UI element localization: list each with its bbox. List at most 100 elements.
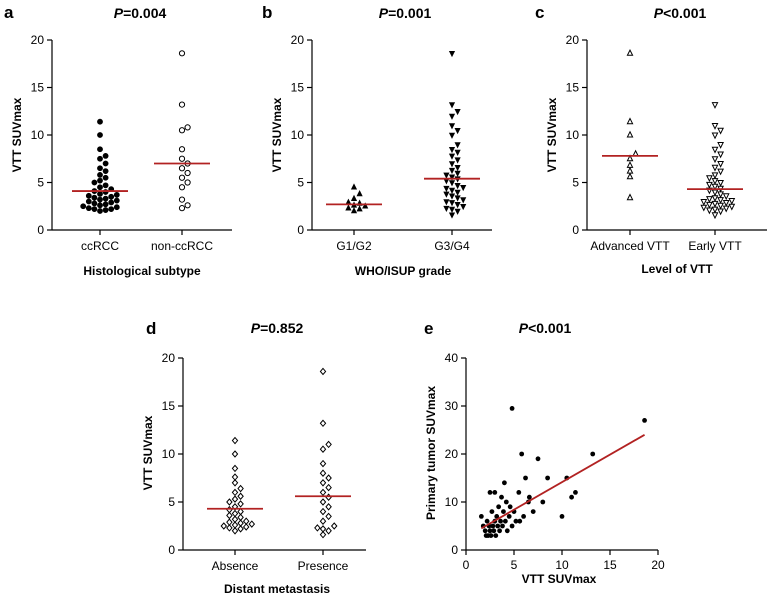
data-point — [500, 523, 505, 529]
chart-title: P<0.001 — [654, 5, 707, 21]
data-point — [509, 523, 515, 529]
data-point — [526, 494, 532, 500]
data-point — [448, 212, 456, 219]
data-point — [448, 161, 456, 168]
data-point — [530, 509, 536, 514]
chart-title: P=0.852 — [251, 320, 304, 336]
panel-label: d — [146, 319, 156, 338]
data-point — [242, 517, 250, 525]
data-point — [521, 514, 526, 519]
y-tick-label: 10 — [291, 128, 305, 142]
data-point — [626, 130, 634, 138]
data-point — [448, 200, 456, 207]
data-point — [102, 201, 109, 208]
data-point — [454, 157, 461, 164]
group-0: Advanced VTT — [590, 48, 670, 253]
data-point — [231, 527, 239, 535]
x-tick-label: Early VTT — [688, 239, 742, 253]
data-point — [448, 174, 456, 181]
data-point — [97, 132, 103, 138]
data-point — [231, 450, 239, 458]
data-point — [728, 198, 736, 205]
data-point — [711, 172, 719, 180]
y-tick-label: 5 — [297, 176, 304, 190]
data-point — [319, 525, 327, 533]
data-point — [717, 151, 725, 159]
x-axis-label: WHO/ISUP grade — [355, 264, 452, 278]
y-tick-label: 20 — [566, 33, 580, 47]
data-point — [231, 464, 239, 473]
panel-label: c — [535, 3, 544, 22]
data-point — [184, 124, 191, 131]
data-point — [642, 418, 647, 423]
y-tick-label: 0 — [572, 223, 579, 237]
data-point — [97, 146, 103, 153]
group-0: ccRCC — [72, 118, 128, 253]
data-point — [711, 132, 719, 140]
data-point — [540, 499, 546, 505]
y-tick-label: 0 — [168, 543, 175, 557]
data-point — [569, 494, 574, 500]
data-point — [226, 498, 233, 506]
data-point — [513, 518, 519, 524]
data-point — [443, 199, 450, 206]
data-point — [502, 480, 507, 486]
y-axis-label: VTT SUVmax — [141, 415, 155, 490]
data-point — [507, 504, 513, 510]
data-point — [728, 203, 736, 211]
data-point — [626, 166, 634, 174]
y-tick-label: 10 — [162, 447, 176, 461]
data-point — [226, 505, 233, 514]
data-point — [448, 146, 456, 154]
data-point — [237, 507, 244, 516]
data-point — [448, 50, 456, 58]
x-axis-label: Distant metastasis — [224, 582, 330, 596]
x-tick-label: non-ccRCC — [151, 239, 213, 253]
data-point — [717, 208, 725, 216]
panel-d: d P=0.852 0 5 10 15 20 VTT SUVmax Distant metast… — [141, 319, 366, 596]
title-p: P — [251, 320, 261, 336]
y-tick-label: 15 — [291, 81, 305, 95]
data-point — [102, 195, 109, 202]
data-point — [85, 205, 92, 212]
x-tick-label: Presence — [298, 559, 349, 573]
data-point — [362, 202, 369, 209]
data-point — [454, 208, 461, 215]
data-point — [237, 525, 244, 533]
data-point — [80, 203, 87, 210]
data-point — [503, 499, 509, 505]
x-tick-label: Absence — [212, 559, 259, 573]
data-point — [454, 165, 461, 172]
data-point — [626, 161, 634, 168]
group-1: G3/G4 — [424, 50, 480, 253]
y-tick-label: 10 — [566, 128, 580, 142]
data-point — [448, 102, 456, 109]
data-point — [454, 108, 461, 116]
group-0: G1/G2 — [326, 183, 382, 253]
data-point — [443, 185, 450, 193]
data-point — [705, 175, 713, 183]
data-point — [711, 102, 719, 109]
data-point — [97, 196, 103, 203]
data-point — [499, 494, 504, 500]
data-point — [113, 204, 120, 211]
data-point — [460, 184, 467, 192]
data-point — [319, 498, 327, 506]
data-point — [722, 199, 730, 207]
data-point — [492, 490, 498, 495]
data-point — [488, 533, 494, 538]
data-point — [495, 523, 501, 529]
data-point — [231, 509, 239, 518]
x-tick-label: G3/G4 — [434, 239, 470, 253]
data-point — [700, 204, 708, 212]
y-tick-label: 0 — [451, 543, 458, 557]
data-point — [97, 165, 103, 172]
data-point — [711, 123, 719, 130]
data-point — [319, 530, 327, 539]
x-tick-label: 15 — [603, 558, 617, 572]
data-point — [454, 195, 461, 202]
data-point — [489, 509, 495, 514]
data-point — [717, 180, 725, 187]
x-axis-label: VTT SUVmax — [522, 572, 597, 586]
data-point — [711, 164, 719, 172]
